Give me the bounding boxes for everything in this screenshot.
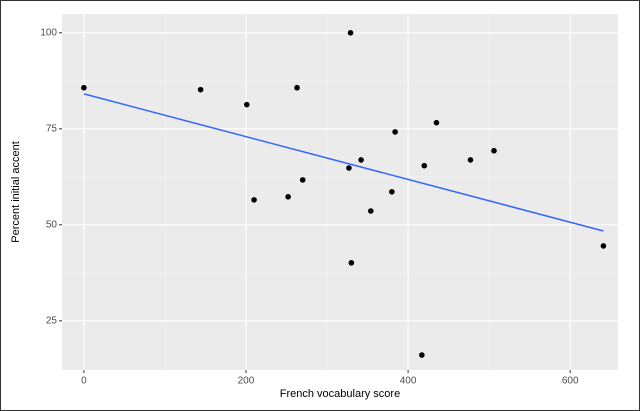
- y-tick-label: 25: [46, 315, 58, 326]
- y-tick-label: 75: [46, 123, 58, 134]
- point: [294, 84, 300, 91]
- point: [358, 157, 364, 163]
- y-tick-label: 50: [46, 219, 58, 230]
- point: [299, 177, 306, 183]
- trend-line: [83, 93, 604, 232]
- y-axis-title: Percent initial accent: [10, 141, 22, 243]
- point: [348, 260, 355, 266]
- panel: [62, 14, 618, 370]
- point: [491, 147, 497, 154]
- point: [251, 197, 257, 203]
- point: [419, 352, 425, 358]
- x-tick-label: 400: [400, 376, 417, 387]
- point: [389, 189, 395, 195]
- point: [81, 84, 87, 91]
- point: [243, 101, 250, 108]
- point: [346, 165, 352, 171]
- point: [600, 243, 607, 249]
- x-tick-label: 200: [238, 376, 255, 387]
- point: [367, 208, 374, 214]
- y-tick-label: 100: [40, 27, 57, 38]
- x-tick-label: 600: [562, 376, 579, 387]
- marks: [81, 30, 607, 358]
- x-tick-label: 0: [81, 376, 87, 387]
- grid: [62, 14, 618, 370]
- point: [421, 162, 428, 169]
- x-axis-title: French vocabulary score: [280, 388, 400, 400]
- point: [197, 86, 204, 93]
- point: [433, 119, 440, 126]
- point: [285, 194, 291, 200]
- point: [392, 129, 398, 135]
- point: [467, 157, 474, 163]
- point: [347, 30, 354, 36]
